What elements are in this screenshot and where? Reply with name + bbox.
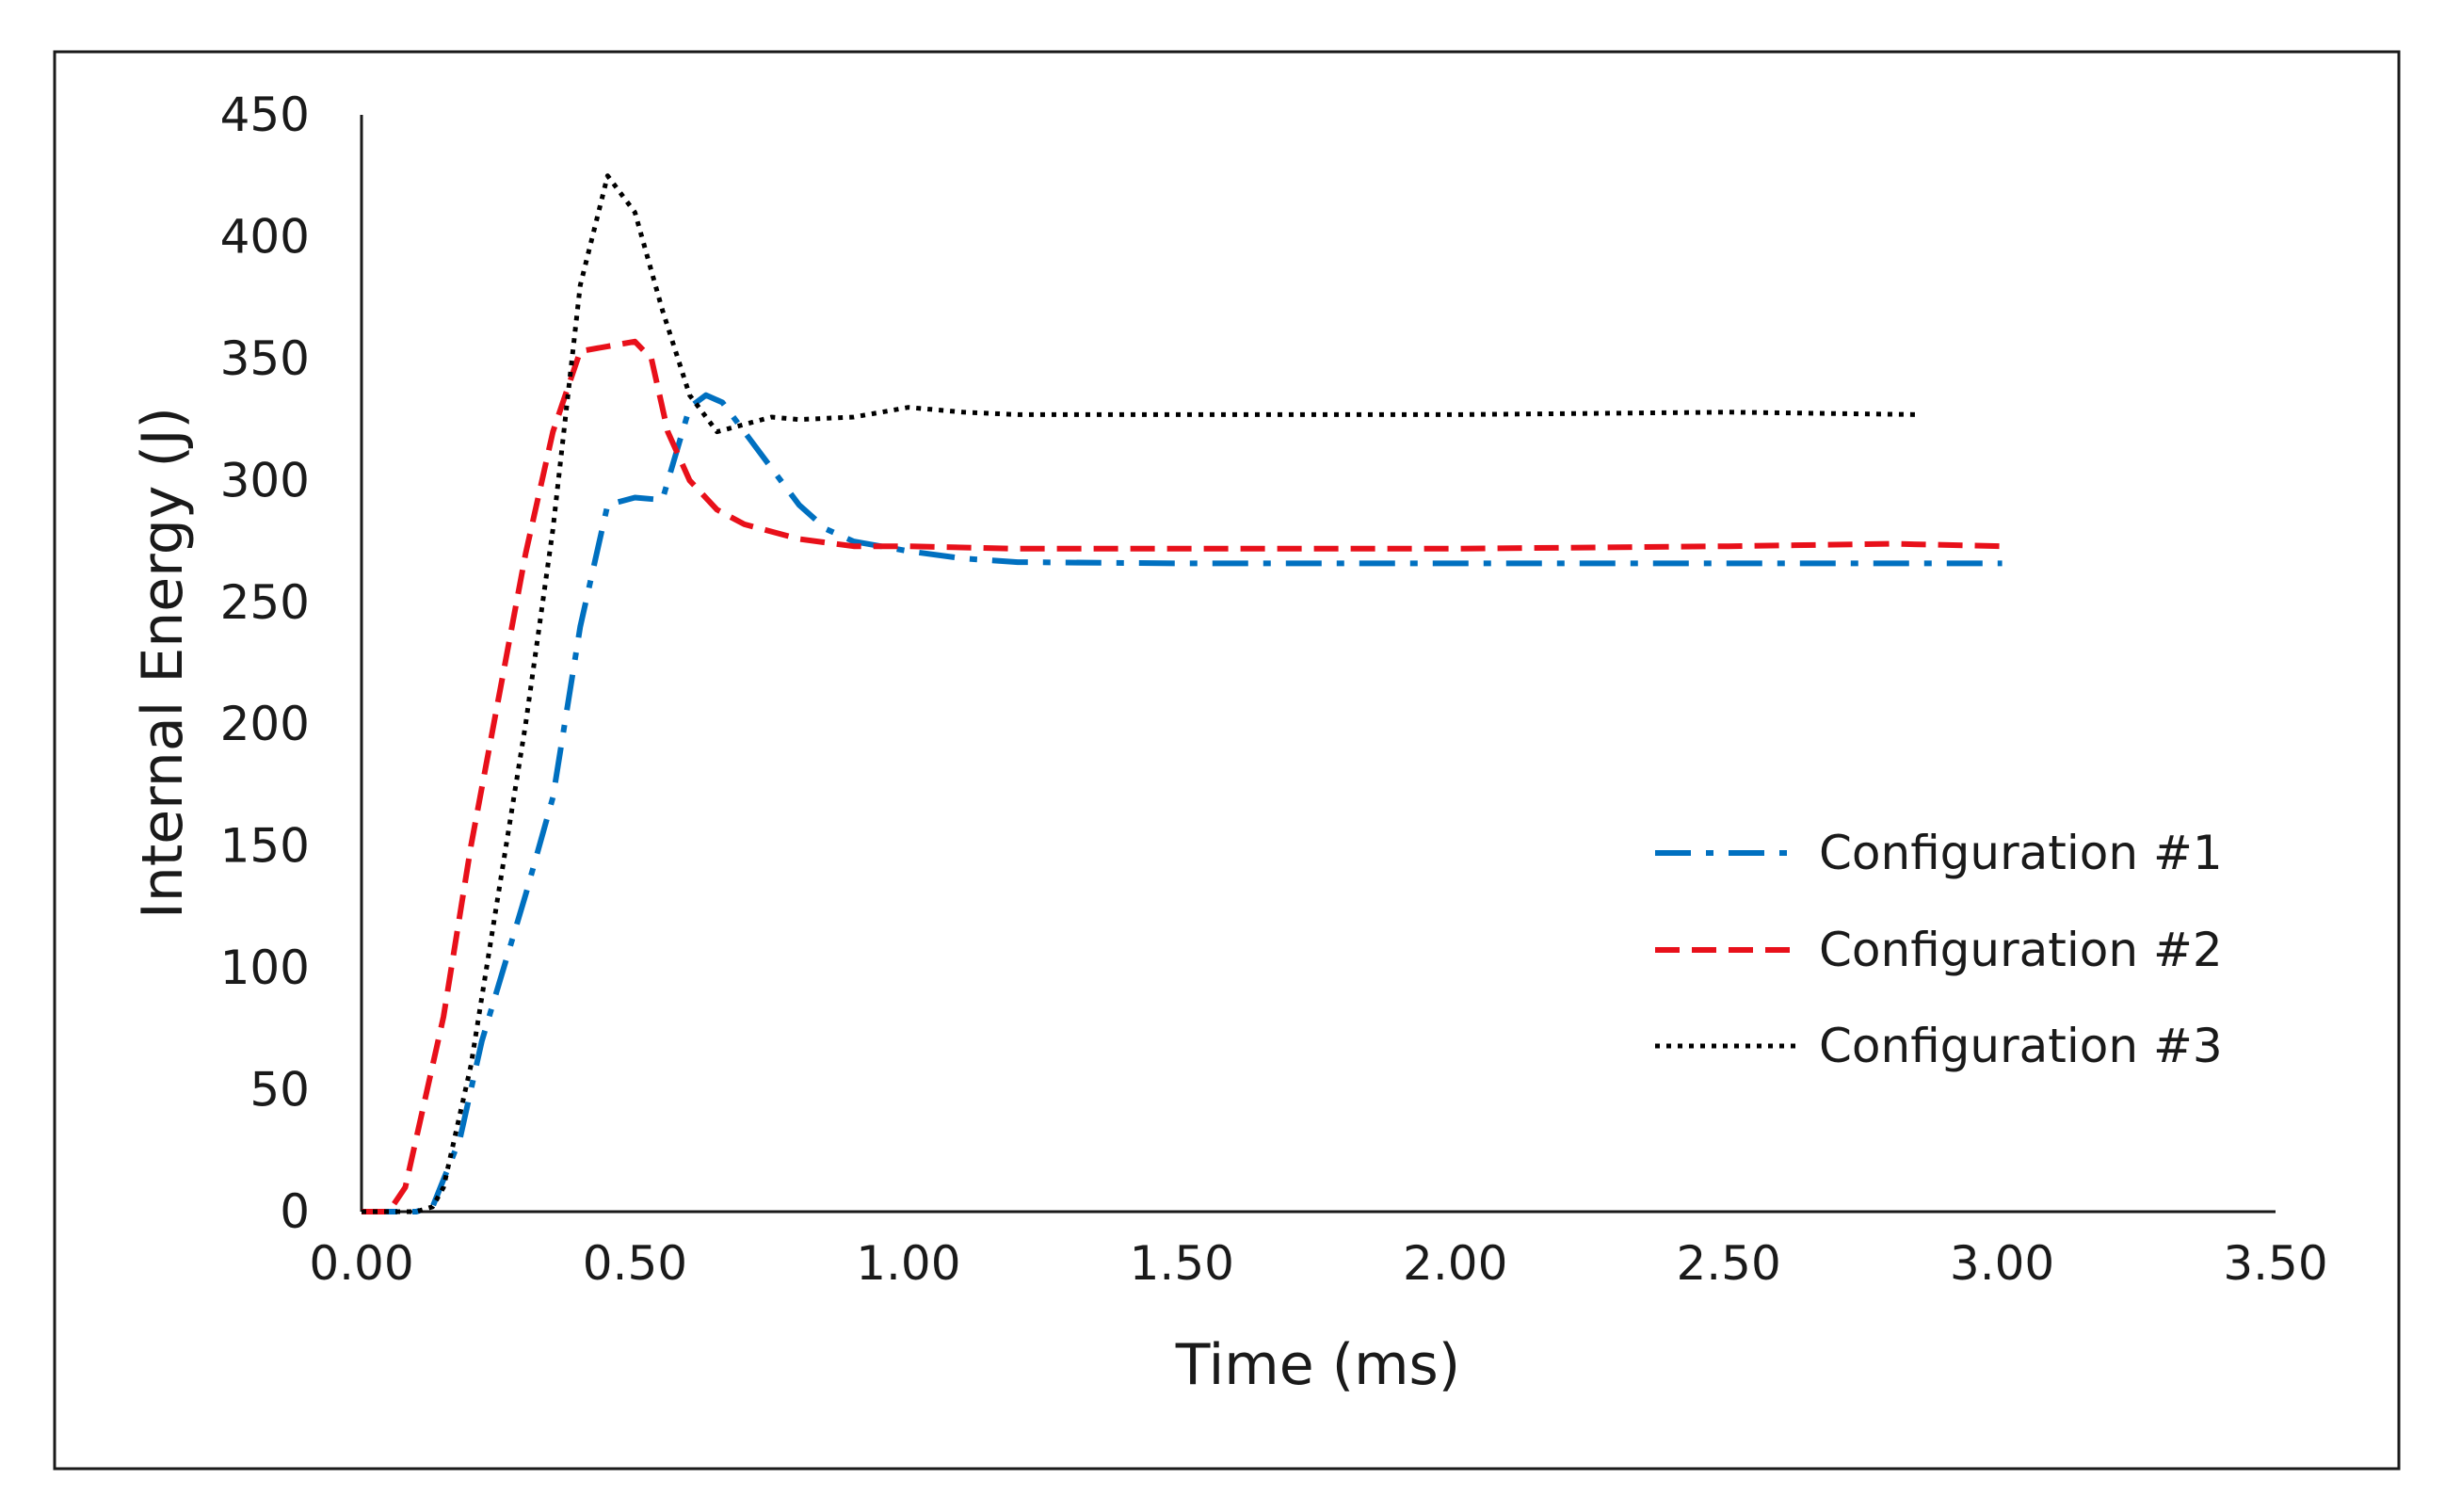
x-axis-title: Time (ms): [1175, 1332, 1460, 1398]
x-tick-label: 0.50: [583, 1236, 687, 1291]
series-line-2: [362, 338, 2003, 1214]
series-line-3: [362, 173, 1921, 1214]
legend-label-2: Configuration #2: [1819, 923, 2223, 977]
legend: Configuration #1 Configuration #2 Configur…: [1655, 826, 2223, 1073]
chart-frame: [53, 50, 2401, 1471]
x-tick-label: 2.00: [1403, 1236, 1507, 1291]
y-tick-label: 0: [280, 1184, 310, 1239]
series-line-1: [362, 392, 2003, 1214]
x-tick-label: 0.00: [309, 1236, 413, 1291]
y-tick-label: 300: [220, 453, 310, 507]
x-tick-labels: 0.00 0.50 1.00 1.50 2.00 2.50 3.00 3.50: [309, 1236, 2327, 1291]
x-tick-label: 1.50: [1130, 1236, 1234, 1291]
axes: [360, 115, 2276, 1214]
y-tick-labels: 0 50 100 150 200 250 300 350 400 450: [220, 88, 310, 1239]
x-tick-label: 3.50: [2223, 1236, 2327, 1291]
y-tick-label: 150: [220, 819, 310, 874]
series-group: [362, 173, 2003, 1214]
y-tick-label: 400: [220, 209, 310, 264]
y-tick-label: 450: [220, 88, 310, 142]
y-axis-title: Internal Energy (J): [130, 407, 196, 919]
y-tick-label: 250: [220, 575, 310, 630]
y-tick-label: 350: [220, 331, 310, 386]
legend-label-3: Configuration #3: [1819, 1019, 2223, 1073]
x-tick-label: 1.00: [856, 1236, 960, 1291]
legend-label-1: Configuration #1: [1819, 826, 2223, 880]
y-tick-label: 50: [249, 1063, 310, 1118]
y-tick-label: 100: [220, 941, 310, 995]
x-tick-label: 2.50: [1676, 1236, 1780, 1291]
y-tick-label: 200: [220, 697, 310, 751]
x-tick-label: 3.00: [1950, 1236, 2054, 1291]
